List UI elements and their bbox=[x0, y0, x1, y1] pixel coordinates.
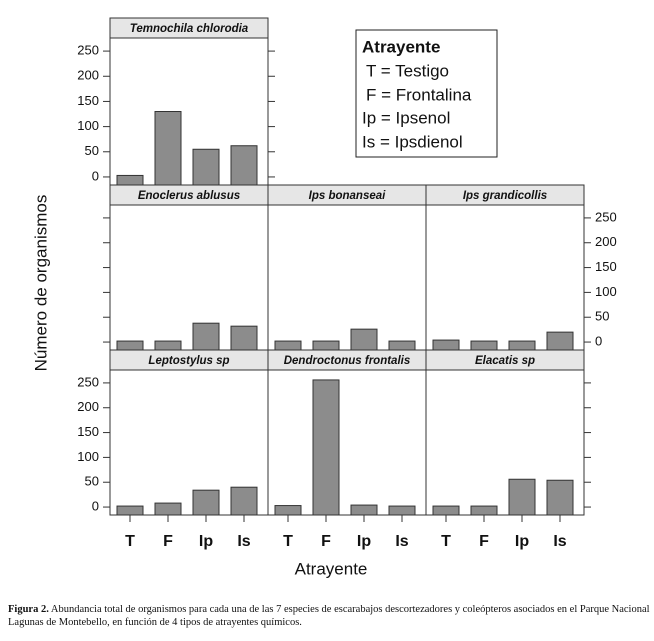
y-tick-label: 250 bbox=[77, 43, 99, 58]
chart: Número de organismos Atrayente Atrayente… bbox=[31, 17, 617, 578]
x-tick-label: Is bbox=[553, 533, 566, 550]
legend-entry: T = Testigo bbox=[366, 61, 449, 80]
x-tick-label: Is bbox=[237, 533, 250, 550]
strip bbox=[425, 349, 585, 371]
panel-title: Ips bonanseai bbox=[309, 190, 386, 202]
x-tick-label: Ip bbox=[199, 533, 213, 550]
bar bbox=[546, 479, 574, 516]
x-tick-label: T bbox=[441, 533, 451, 550]
bar bbox=[508, 340, 536, 351]
bar bbox=[388, 340, 416, 351]
y-tick-label: 150 bbox=[595, 259, 617, 274]
x-tick-label: Is bbox=[395, 533, 408, 550]
x-tick-label: Ip bbox=[357, 533, 371, 550]
bar bbox=[116, 505, 144, 516]
caption: Figura 2. Abundancia total de organismos… bbox=[8, 604, 650, 629]
y-tick-label: 200 bbox=[77, 399, 99, 414]
bar bbox=[432, 505, 460, 516]
x-tick-label: Ip bbox=[515, 533, 529, 550]
panel bbox=[267, 184, 427, 351]
x-tick-label: T bbox=[283, 533, 293, 550]
y-axis-label: Número de organismos bbox=[31, 195, 50, 372]
bar bbox=[388, 505, 416, 516]
y-tick-label: 100 bbox=[77, 118, 99, 133]
panel-title: Temnochila chlorodia bbox=[130, 23, 249, 35]
bar bbox=[470, 505, 498, 516]
panel bbox=[267, 349, 427, 516]
bar bbox=[116, 340, 144, 351]
panel-title: Leptostylus sp bbox=[148, 355, 229, 367]
strip bbox=[109, 17, 269, 39]
bar bbox=[230, 145, 258, 186]
panel bbox=[109, 184, 269, 351]
bar bbox=[192, 148, 220, 186]
y-tick-label: 50 bbox=[595, 309, 609, 324]
bar bbox=[350, 504, 378, 516]
bar bbox=[230, 486, 258, 516]
y-tick-label: 250 bbox=[77, 374, 99, 389]
x-tick-label: F bbox=[479, 533, 489, 550]
legend-box bbox=[355, 29, 498, 158]
bar bbox=[470, 340, 498, 351]
bar bbox=[154, 111, 182, 186]
bar bbox=[154, 340, 182, 351]
y-tick-label: 150 bbox=[77, 93, 99, 108]
panel-title: Enoclerus ablusus bbox=[138, 190, 240, 202]
panel-title: Elacatis sp bbox=[475, 355, 535, 367]
y-tick-label: 200 bbox=[77, 68, 99, 83]
caption-text: Abundancia total de organismos para cada… bbox=[8, 604, 650, 628]
y-tick-label: 100 bbox=[77, 449, 99, 464]
x-tick-label: F bbox=[163, 533, 173, 550]
y-tick-label: 50 bbox=[85, 143, 99, 158]
bar bbox=[274, 505, 302, 516]
bar bbox=[508, 478, 536, 516]
x-tick-label: T bbox=[125, 533, 135, 550]
y-tick-label: 150 bbox=[77, 424, 99, 439]
legend-entry: Is = Ipsdienol bbox=[362, 132, 463, 151]
bar bbox=[230, 325, 258, 351]
bar bbox=[116, 174, 144, 186]
x-axis-label: Atrayente bbox=[295, 559, 368, 578]
legend-entry: F = Frontalina bbox=[366, 85, 472, 104]
bar bbox=[192, 489, 220, 516]
panel bbox=[425, 184, 585, 351]
y-tick-label: 0 bbox=[92, 168, 99, 183]
panel-title: Ips grandicollis bbox=[463, 190, 547, 202]
y-tick-label: 50 bbox=[85, 474, 99, 489]
x-tick-label: F bbox=[321, 533, 331, 550]
legend-entry: Ip = Ipsenol bbox=[362, 108, 450, 127]
bar bbox=[312, 340, 340, 351]
y-tick-label: 200 bbox=[595, 234, 617, 249]
bar bbox=[274, 340, 302, 351]
bar bbox=[312, 379, 340, 516]
y-tick-label: 0 bbox=[92, 498, 99, 513]
strip bbox=[425, 184, 585, 206]
bar bbox=[350, 328, 378, 351]
bar bbox=[432, 339, 460, 351]
bar bbox=[546, 331, 574, 351]
panel-title: Dendroctonus frontalis bbox=[284, 355, 411, 367]
y-tick-label: 100 bbox=[595, 284, 617, 299]
y-tick-label: 250 bbox=[595, 209, 617, 224]
bar bbox=[154, 502, 182, 516]
legend-title: Atrayente bbox=[362, 37, 440, 56]
caption-label: Figura 2. bbox=[8, 604, 49, 615]
y-tick-label: 0 bbox=[595, 333, 602, 348]
bar bbox=[192, 322, 220, 351]
